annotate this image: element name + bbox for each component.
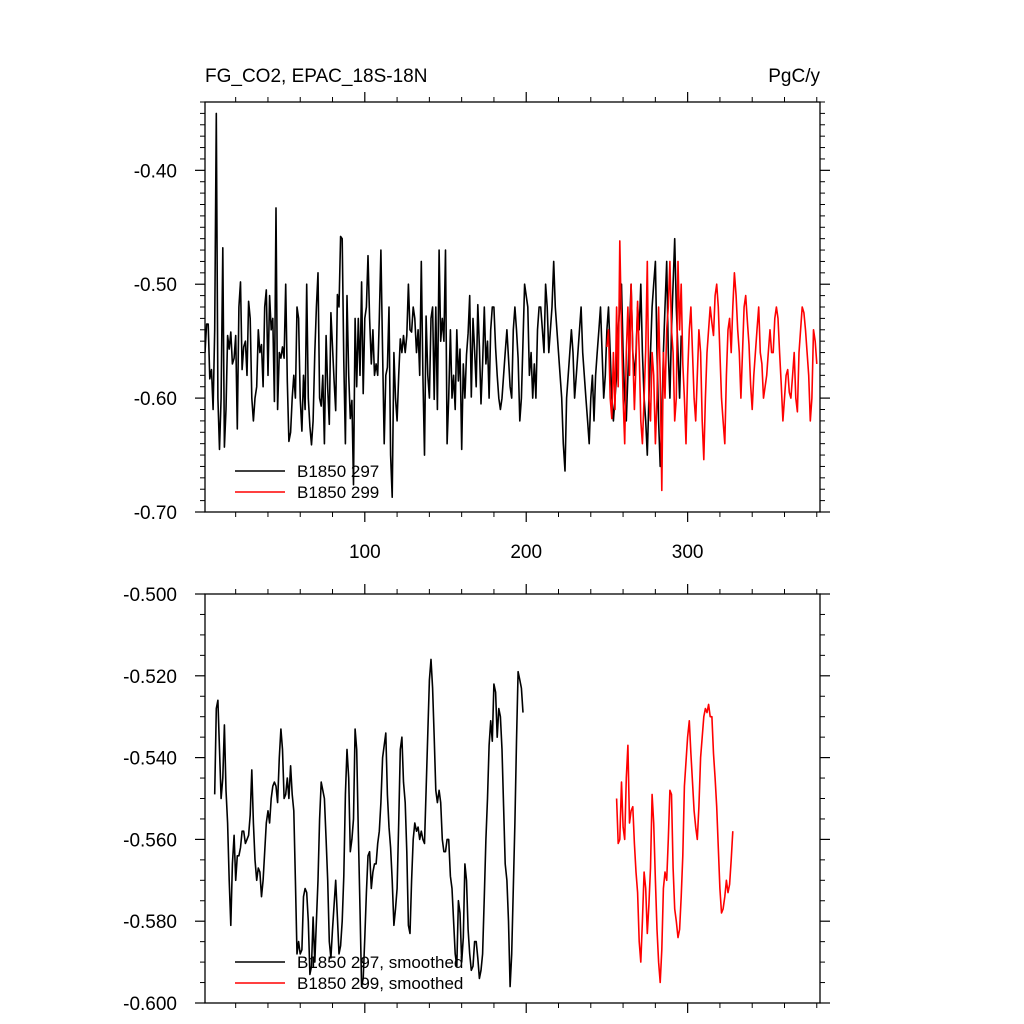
top-panel: 100 200 300 -0.40 -0.50 -0.60 -0.70 FG_CO2, EPA… <box>134 66 830 563</box>
x-tick-label: 200 <box>510 542 542 563</box>
legend-label: B1850 297 <box>297 462 379 481</box>
legend-label: B1850 297, smoothed <box>297 953 463 972</box>
chart-title: FG_CO2, EPAC_18S-18N <box>205 66 427 87</box>
series-line-b1850-297 <box>205 112 682 499</box>
y-tick-label: -0.50 <box>134 275 177 296</box>
y-tick-label: -0.600 <box>123 994 177 1015</box>
chart-units: PgC/y <box>768 66 820 87</box>
x-tick-label: 300 <box>672 542 704 563</box>
y-tick-label: -0.580 <box>123 912 177 933</box>
legend-label: B1850 299, smoothed <box>297 974 463 993</box>
x-tick-label: 100 <box>349 542 381 563</box>
series-line-b1850-297 <box>213 658 524 988</box>
y-tick-label: -0.60 <box>134 389 177 410</box>
series-line-b1850-299 <box>606 240 818 492</box>
y-tick-label: -0.500 <box>123 585 177 606</box>
y-tick-label: -0.70 <box>134 503 177 524</box>
y-tick-label: -0.540 <box>123 749 177 770</box>
y-tick-label: -0.520 <box>123 667 177 688</box>
y-tick-label: -0.560 <box>123 830 177 851</box>
bottom-panel: -0.500 -0.520 -0.540 -0.560 -0.580 -0.600 B185… <box>123 584 830 1015</box>
series-line-b1850-299 <box>615 703 734 984</box>
legend-label: B1850 299 <box>297 483 379 502</box>
y-tick-label: -0.40 <box>134 161 177 182</box>
